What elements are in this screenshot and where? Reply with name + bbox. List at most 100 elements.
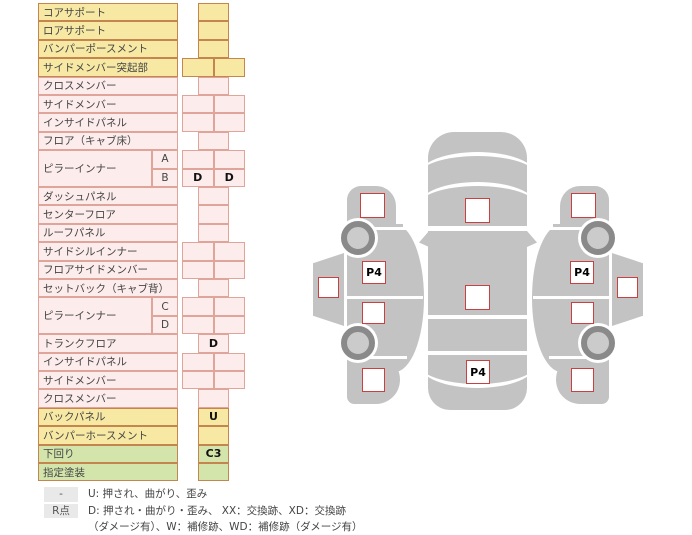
- left-view-panel-line: [347, 356, 407, 359]
- damage-value-cell: D: [198, 334, 229, 353]
- row-label: バンパーポースメント: [38, 39, 178, 59]
- marker-top-trunk: P4: [466, 360, 490, 384]
- row-sublabel: B: [152, 168, 178, 187]
- left-view-panel-line: [347, 227, 407, 230]
- damage-value-cell: D: [182, 168, 214, 187]
- right-view-panel-line: [549, 227, 609, 230]
- row-label: サイドメンバー突起部: [38, 58, 178, 77]
- damage-value-cell: [182, 352, 214, 371]
- damage-value-cell: [182, 58, 214, 77]
- row-sublabel: A: [152, 150, 178, 169]
- left-front-wheel: [341, 221, 375, 255]
- row-label: 指定塗装: [38, 463, 178, 482]
- damage-value-cell: [198, 463, 229, 482]
- row-label: インサイドパネル: [38, 352, 178, 371]
- top-view-roof-line: [428, 315, 527, 319]
- damage-value-cell: C3: [198, 444, 229, 463]
- damage-value-cell: [182, 315, 214, 335]
- legend-row: - U: 押され、曲がり、歪み: [44, 487, 363, 502]
- damage-value-cell: [213, 58, 245, 77]
- damage-value-cell: [198, 39, 229, 59]
- damage-value-cell: [182, 371, 214, 390]
- marker-top-roof: [465, 285, 490, 310]
- left-mirror: [419, 231, 429, 247]
- marker-top-hood: [465, 198, 490, 223]
- left-rear-wheel: [341, 326, 375, 360]
- row-label: バンパーホースメント: [38, 426, 178, 445]
- left-view-panel-line: [347, 296, 423, 299]
- damage-parts-table: コアサポート ロアサポート バンパーポースメント サイドメンバー突起部 クロスメンバーサ…: [38, 3, 248, 483]
- row-label: ダッシュパネル: [38, 187, 178, 206]
- row-label: ピラーインナー: [38, 297, 152, 335]
- row-label: サイドメンバー: [38, 95, 178, 114]
- damage-value-cell: [198, 131, 229, 151]
- legend-row: （ダメージ有）、W：補修跡、WD：補修跡（ダメージ有）: [44, 520, 363, 535]
- right-rear-wheel: [581, 326, 615, 360]
- marker-right-door-rear: [571, 302, 594, 324]
- damage-value-cell: [198, 426, 229, 445]
- legend-text: U: 押され、曲がり、歪み: [88, 488, 208, 500]
- row-label: ルーフパネル: [38, 223, 178, 243]
- top-view-bumper-line: [428, 152, 527, 198]
- damage-value-cell: [182, 260, 214, 279]
- legend-text: D: 押され・曲がり・歪み、 XX：交換跡、XD：交換跡: [88, 504, 346, 517]
- marker-right-rear: [571, 368, 594, 392]
- marker-left-rear: [362, 368, 385, 392]
- marker-right-glass: [617, 277, 638, 298]
- legend-badge-rten: R点: [44, 503, 78, 518]
- row-label: クロスメンバー: [38, 389, 178, 408]
- damage-value-cell: [198, 76, 229, 95]
- damage-value-cell: [213, 371, 245, 390]
- damage-value-cell: [198, 187, 229, 206]
- damage-value-cell: [213, 315, 245, 335]
- row-label: インサイドパネル: [38, 113, 178, 132]
- row-sublabel: D: [152, 315, 178, 335]
- row-label: バックパネル: [38, 407, 178, 427]
- marker-right-front: [571, 193, 596, 218]
- damage-value-cell: [182, 113, 214, 132]
- legend-text: （ダメージ有）、W：補修跡、WD：補修跡（ダメージ有）: [88, 521, 363, 533]
- row-label: セットバック（キャブ背）: [38, 279, 178, 298]
- top-view-trunk-line: [428, 340, 527, 388]
- damage-value-cell: [213, 352, 245, 371]
- marker-left-door-front: P4: [362, 261, 386, 284]
- damage-value-cell: [213, 260, 245, 279]
- right-view-panel-line: [533, 296, 609, 299]
- damage-value-cell: U: [198, 407, 229, 427]
- marker-left-door-rear: [362, 302, 385, 324]
- row-label: ロアサポート: [38, 21, 178, 40]
- marker-right-door-front: P4: [570, 261, 594, 284]
- row-label: 下回り: [38, 444, 178, 463]
- damage-value-cell: [213, 242, 245, 261]
- damage-value-cell: [213, 150, 245, 169]
- row-label: センターフロア: [38, 205, 178, 224]
- row-sublabel: C: [152, 297, 178, 316]
- damage-value-cell: [198, 21, 229, 40]
- top-view-windshield-line: [428, 226, 527, 231]
- damage-value-cell: [182, 95, 214, 114]
- damage-value-cell: [182, 297, 214, 316]
- damage-value-cell: [198, 205, 229, 224]
- legend-row: R点 D: 押され・曲がり・歪み、 XX：交換跡、XD：交換跡: [44, 503, 363, 518]
- damage-value-cell: [198, 389, 229, 408]
- row-label: フロアサイドメンバー: [38, 260, 178, 279]
- marker-left-glass: [318, 277, 339, 298]
- right-front-wheel: [581, 221, 615, 255]
- damage-value-cell: [213, 113, 245, 132]
- right-mirror: [527, 231, 537, 247]
- damage-value-cell: [198, 223, 229, 243]
- row-label: トランクフロア: [38, 334, 178, 353]
- damage-value-cell: [198, 279, 229, 298]
- row-label: コアサポート: [38, 3, 178, 22]
- row-label: クロスメンバー: [38, 76, 178, 95]
- row-label: サイドシルインナー: [38, 242, 178, 261]
- marker-left-front: [360, 193, 385, 218]
- damage-value-cell: [213, 95, 245, 114]
- top-view-hood-line: [428, 182, 527, 228]
- damage-value-cell: [198, 3, 229, 22]
- damage-value-cell: [182, 150, 214, 169]
- row-label: サイドメンバー: [38, 371, 178, 390]
- legend: - U: 押され、曲がり、歪み R点 D: 押され・曲がり・歪み、 XX：交換跡…: [44, 487, 363, 535]
- row-label: ピラーインナー: [38, 150, 152, 187]
